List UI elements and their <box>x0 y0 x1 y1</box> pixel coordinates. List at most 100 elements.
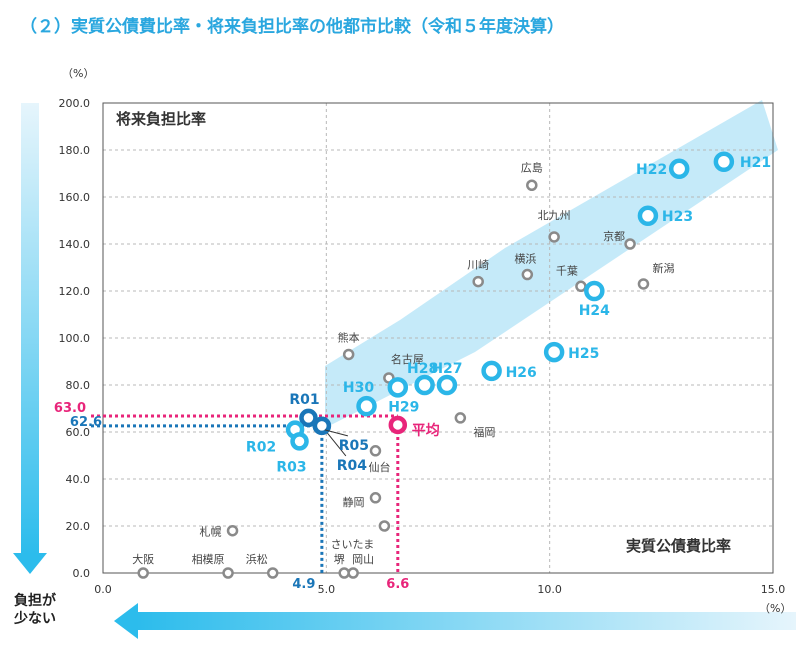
city-label: 熊本 <box>338 330 360 344</box>
y-tick-label: 60.0 <box>66 426 91 439</box>
x-tick-label: 15.0 <box>761 583 786 596</box>
history-marker <box>543 341 565 363</box>
history-marker <box>299 408 318 428</box>
y-tick-label: 180.0 <box>59 144 91 157</box>
city-marker <box>637 278 650 290</box>
history-marker <box>584 280 605 302</box>
city-label: 横浜 <box>514 252 536 266</box>
grid <box>102 102 774 574</box>
x-tick-label: 0.0 <box>94 583 112 596</box>
city-marker <box>338 567 350 579</box>
city-label: 福岡 <box>473 425 495 439</box>
city-label: 大阪 <box>132 552 154 566</box>
city-points: 大阪 相模原 浜松 堺岡山 札幌さいたま 静岡 仙台 福岡 名古屋 熊本 川崎 横浜千葉 新潟 北九州京都… <box>132 160 674 579</box>
y-tick-label: 40.0 <box>66 473 91 486</box>
history-label: H24 <box>579 303 610 319</box>
city-label: 新潟 <box>652 261 674 275</box>
y-axis-title: 将来負担比率 <box>116 110 206 128</box>
history-label: R01 <box>289 392 319 408</box>
history-label: H25 <box>568 346 599 362</box>
history-label: H30 <box>343 380 374 396</box>
avg-y-value-label: 63.0 <box>54 401 86 416</box>
history-label: R03 <box>276 459 306 475</box>
city-marker <box>369 445 382 457</box>
history-label: H29 <box>388 399 419 415</box>
reference-lines: 63.062.6 4.9 6.6 <box>54 401 409 592</box>
city-marker <box>222 567 234 579</box>
axis-ticks: 0.0 20.0 40.0 60.0 80.0 100.0 120.0 140.0 160.0 1… <box>59 97 786 596</box>
history-label: H23 <box>662 209 693 225</box>
y-axis-unit: （%） <box>62 67 94 80</box>
leader-line <box>324 429 348 437</box>
city-marker <box>521 268 534 281</box>
history-marker <box>481 360 502 382</box>
vertical-arrow <box>13 103 47 574</box>
history-marker <box>414 374 435 396</box>
history-label: R05 <box>339 438 369 454</box>
history-marker <box>668 158 690 180</box>
city-marker <box>472 275 484 288</box>
avg-x-value-label: 6.6 <box>386 577 409 592</box>
city-label: 川崎 <box>467 258 489 272</box>
city-label: 千葉 <box>556 263 578 277</box>
city-marker <box>266 567 279 579</box>
y-tick-label: 120.0 <box>59 285 91 298</box>
r05-x-value-label: 4.9 <box>292 577 315 592</box>
city-label: 札幌 <box>200 525 222 539</box>
x-axis-unit: （%） <box>759 602 791 615</box>
history-marker <box>290 432 309 451</box>
city-marker <box>624 238 636 250</box>
history-label: H28 <box>407 361 438 377</box>
y-tick-label: 20.0 <box>66 520 91 533</box>
city-label: 相模原 <box>192 553 225 566</box>
history-marker <box>356 395 377 417</box>
city-marker <box>226 524 239 537</box>
city-label: さいたま <box>331 538 375 551</box>
city-label: 広島 <box>521 160 543 174</box>
x-axis-title: 実質公債費比率 <box>626 537 731 555</box>
page-title: （２）実質公債費比率・将来負担比率の他都市比較（令和５年度決算） <box>20 17 564 37</box>
average-point: 平均 <box>388 415 440 439</box>
burden-note: 負担が 少ない <box>14 593 56 627</box>
city-label: 堺 <box>334 553 345 566</box>
city-marker <box>526 179 538 191</box>
history-label: H22 <box>636 162 667 178</box>
history-label: H21 <box>740 155 771 171</box>
average-marker <box>388 415 408 435</box>
city-marker <box>347 567 359 579</box>
city-marker <box>369 492 382 504</box>
r05-y-value-label: 62.6 <box>70 415 102 430</box>
city-label: 京都 <box>603 229 625 243</box>
city-marker <box>575 280 587 293</box>
history-label: H26 <box>506 365 537 381</box>
history-marker <box>713 151 735 172</box>
city-label: 岡山 <box>352 553 374 566</box>
plot-frame <box>102 102 774 574</box>
city-marker <box>342 348 355 361</box>
city-marker <box>454 412 467 424</box>
history-label: R04 <box>337 458 368 474</box>
city-label: 静岡 <box>342 495 364 509</box>
y-tick-label: 160.0 <box>59 191 91 204</box>
trend-band <box>325 100 778 428</box>
horizontal-arrow <box>114 603 796 639</box>
x-tick-label: 10.0 <box>537 583 562 596</box>
city-label: 名古屋 <box>391 352 424 366</box>
city-marker <box>137 567 149 579</box>
city-label: 仙台 <box>368 460 390 474</box>
y-tick-label: 100.0 <box>59 332 91 345</box>
history-marker <box>637 205 659 227</box>
y-tick-label: 200.0 <box>59 97 91 110</box>
leader-line <box>324 429 347 457</box>
city-label: 北九州 <box>538 209 571 222</box>
history-marker <box>387 377 409 398</box>
history-marker <box>312 416 332 436</box>
city-marker <box>548 231 560 243</box>
y-tick-label: 0.0 <box>73 567 91 580</box>
city-marker <box>378 520 391 532</box>
y-tick-label: 140.0 <box>59 238 91 251</box>
history-marker <box>436 374 458 396</box>
history-label: H27 <box>431 361 462 377</box>
